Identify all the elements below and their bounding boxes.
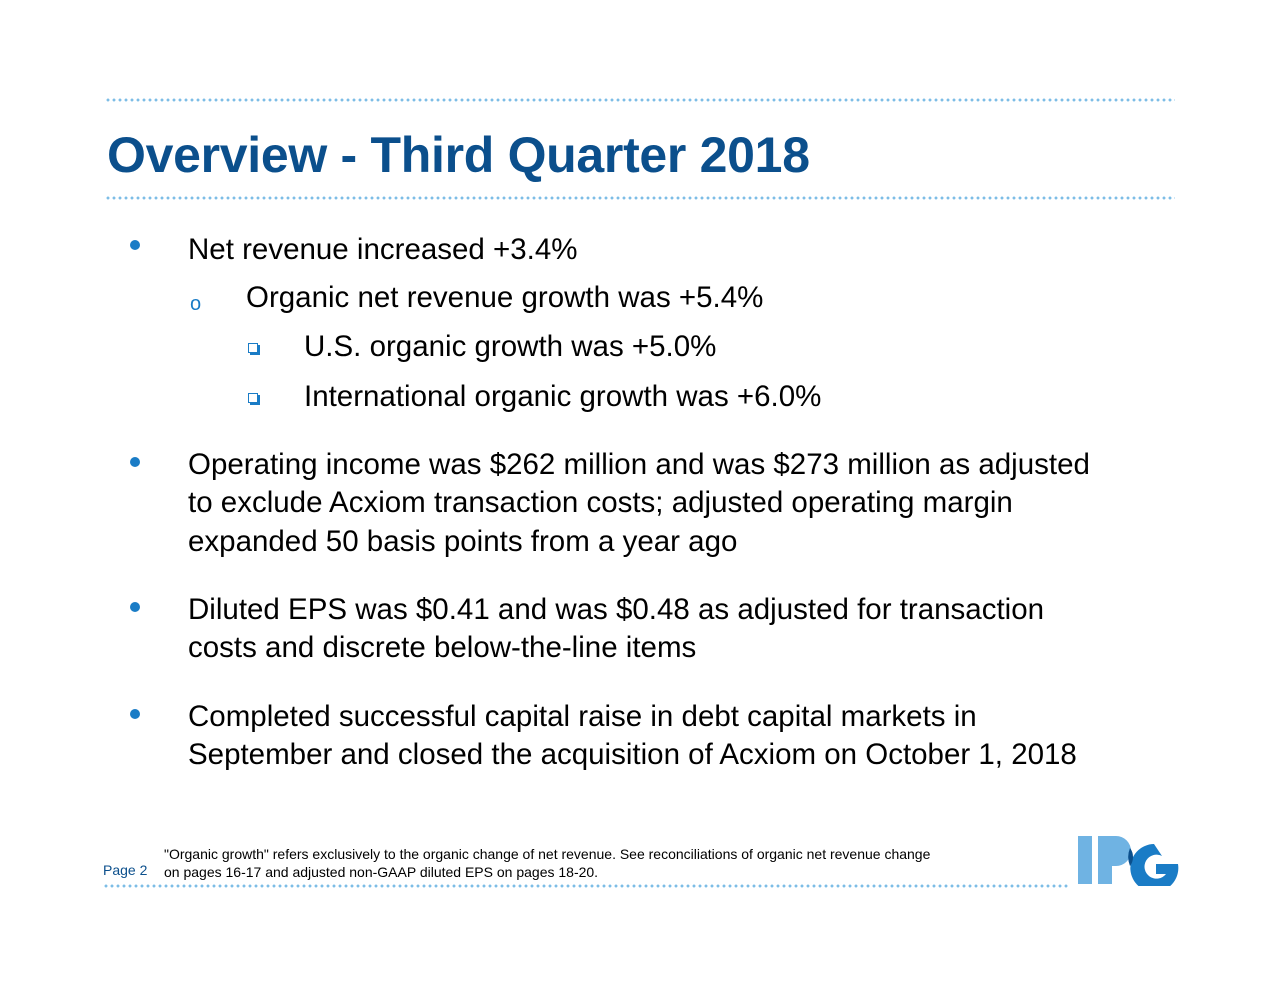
bullet-text: Organic net revenue growth was +5.4% [246,281,764,314]
bullet-text: September and closed the acquisition of … [188,738,1077,771]
page-number: Page 2 [103,862,148,878]
footnote-line: on pages 16-17 and adjusted non-GAAP dil… [164,864,599,880]
bullet-dot-icon [130,240,140,250]
top-divider [105,98,1175,102]
bullet-circle-icon: o [190,293,202,315]
footnote-line: "Organic growth" refers exclusively to t… [164,846,931,862]
footnote: "Organic growth" refers exclusively to t… [164,845,930,881]
title-divider [105,196,1175,200]
bullet-text: Operating income was $262 million and wa… [188,448,1090,481]
bullet-square-icon [248,343,258,353]
bullet-dot-icon [130,457,140,467]
bullet-text: costs and discrete below-the-line items [188,631,697,664]
bullet-text: U.S. organic growth was +5.0% [304,330,717,363]
bullet-text: Completed successful capital raise in de… [188,700,977,733]
page-title: Overview - Third Quarter 2018 [107,127,810,183]
bullet-dot-icon [130,602,140,612]
bullet-text: Net revenue increased +3.4% [188,233,578,266]
bottom-divider [103,884,1070,888]
bullet-text: expanded 50 basis points from a year ago [188,525,738,558]
ipg-logo [1078,836,1179,886]
bullet-dot-icon [130,709,140,719]
bullet-text: to exclude Acxiom transaction costs; adj… [188,486,1013,519]
bullet-text: Diluted EPS was $0.41 and was $0.48 as a… [188,593,1045,626]
bullet-square-icon [248,393,258,403]
bullet-text: International organic growth was +6.0% [304,380,822,413]
